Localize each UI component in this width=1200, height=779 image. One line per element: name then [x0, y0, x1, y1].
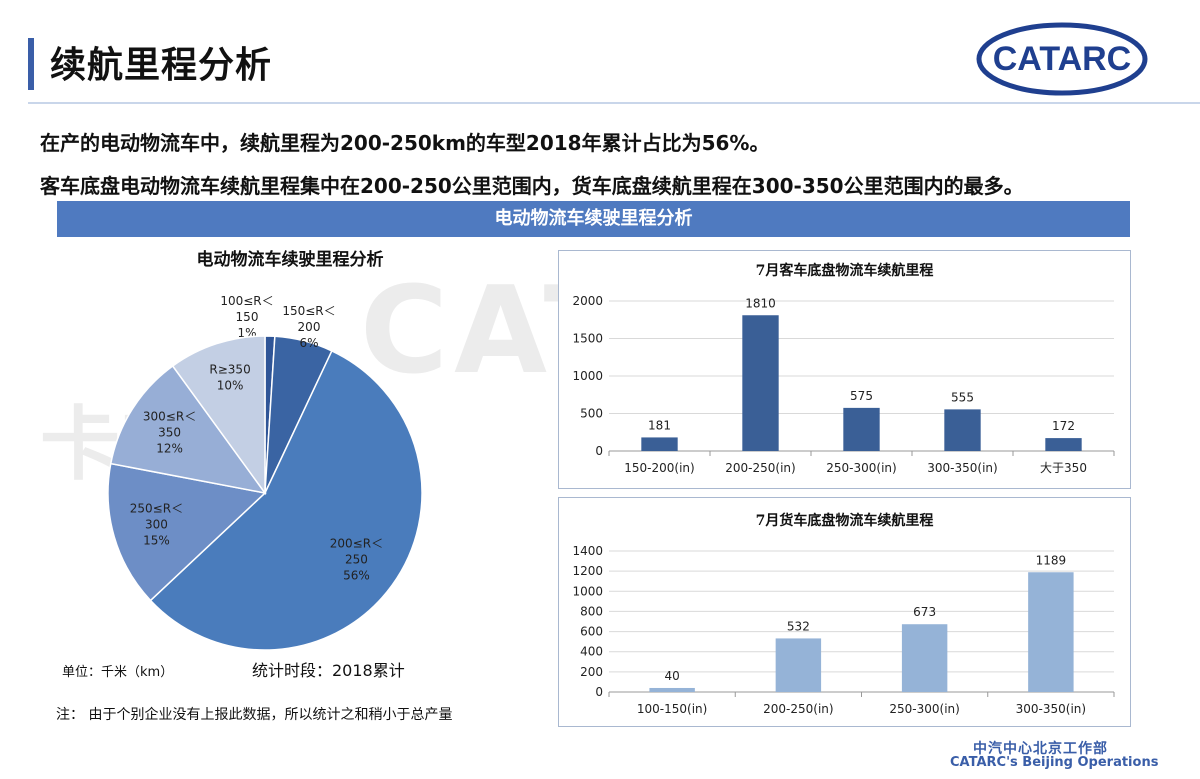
bar-value-label: 532: [787, 619, 810, 633]
x-tick-label: 200-250(in): [725, 461, 795, 475]
pie-slice-label: 150≤R＜ 200 6%: [282, 304, 335, 350]
title-accent-bar: [28, 38, 34, 90]
bar-value-label: 181: [648, 418, 671, 432]
y-tick-label: 1400: [572, 544, 603, 558]
page-title: 续航里程分析: [50, 45, 273, 86]
bar-value-label: 555: [951, 390, 974, 404]
pie-slice-label: 250≤R＜ 300 15%: [130, 502, 183, 548]
bar-value-label: 673: [913, 605, 936, 619]
y-tick-label: 0: [595, 444, 603, 458]
truck-chassis-bar-chart: 7月货车底盘物流车续航里程 0 200 400 600 800 1000 1200 1400 40…: [572, 512, 1115, 716]
pie-chart-title: 电动物流车续驶里程分析: [196, 250, 384, 270]
y-tick-label: 400: [580, 645, 603, 659]
bar-chart-title: 7月货车底盘物流车续航里程: [756, 512, 934, 529]
bar-value-label: 40: [664, 669, 679, 683]
pie-slice: [171, 335, 266, 496]
summary-line-2: 客车底盘电动物流车续航里程集中在200-250公里范围内，货车底盘续航里程在30…: [40, 174, 1024, 198]
x-tick-label: 大于350: [1040, 461, 1087, 475]
title-divider: [28, 102, 1200, 104]
truck-chassis-chart: 7月货车底盘物流车续航里程 0 200 400 600 800 1000 1200 1400 40…: [558, 497, 1131, 727]
bar: [901, 624, 948, 692]
bar: [641, 437, 678, 451]
section-band: 电动物流车续驶里程分析: [57, 201, 1130, 237]
y-tick-label: 1500: [572, 332, 603, 346]
bus-chassis-bar-chart: 7月客车底盘物流车续航里程 0 500 1000 1500 2000 181 150-200(…: [572, 262, 1115, 475]
bar-value-label: 172: [1052, 419, 1075, 433]
y-tick-label: 200: [580, 665, 603, 679]
bar-value-label: 1810: [745, 296, 776, 310]
y-tick-label: 2000: [572, 294, 603, 308]
y-tick-label: 500: [580, 407, 603, 421]
bar-chart-title: 7月客车底盘物流车续航里程: [756, 262, 934, 279]
bus-chassis-chart: 7月客车底盘物流车续航里程 0 500 1000 1500 2000 181 150-200(…: [558, 250, 1131, 489]
unit-note: 单位：千米（km）: [62, 665, 174, 680]
x-tick-label: 250-300(in): [889, 702, 959, 716]
bar: [843, 407, 880, 451]
bar: [1028, 572, 1074, 692]
period-note: 统计时段：2018累计: [252, 661, 405, 680]
footnote: 注： 由于个别企业没有上报此数据，所以统计之和稍小于总产量: [56, 707, 453, 723]
pie-slice: [109, 364, 267, 495]
x-tick-label: 250-300(in): [826, 461, 896, 475]
y-tick-label: 800: [580, 604, 603, 618]
pie-slice: [149, 349, 423, 651]
footer-en: CATARC's Beijing Operations: [950, 755, 1159, 770]
bar: [1045, 438, 1082, 451]
catarc-logo: CATARC: [976, 22, 1148, 96]
bar: [944, 409, 981, 451]
pie-slice-label: 300≤R＜ 350 12%: [143, 409, 196, 455]
y-tick-label: 0: [595, 685, 603, 699]
pie-slice: [107, 462, 267, 602]
pie-slice-label: 100≤R＜ 150 1%: [220, 294, 273, 340]
pie-slice-label: R≥350 10%: [209, 362, 250, 392]
x-tick-label: 150-200(in): [624, 461, 694, 475]
bar: [649, 687, 695, 692]
y-tick-label: 600: [580, 625, 603, 639]
bar: [775, 638, 822, 692]
logo-text: CATARC: [993, 40, 1132, 78]
bar-value-label: 1189: [1036, 553, 1067, 567]
x-tick-label: 100-150(in): [637, 702, 707, 716]
y-tick-label: 1200: [572, 564, 603, 578]
footer-cn: 中汽中心北京工作部: [973, 741, 1108, 757]
x-tick-label: 200-250(in): [763, 702, 833, 716]
y-tick-label: 1000: [572, 584, 603, 598]
y-tick-label: 1000: [572, 369, 603, 383]
summary-line-1: 在产的电动物流车中，续航里程为200-250km的车型2018年累计占比为56%…: [40, 131, 770, 155]
x-tick-label: 300-350(in): [1016, 702, 1086, 716]
x-tick-label: 300-350(in): [927, 461, 997, 475]
pie-slice-label: 200≤R＜ 250 56%: [330, 536, 383, 582]
pie-chart: 100≤R＜ 150 1%150≤R＜ 200 6% 200≤R＜ 250 56% 250≤R＜…: [107, 294, 423, 651]
bar-value-label: 575: [850, 389, 873, 403]
bar: [742, 315, 779, 451]
